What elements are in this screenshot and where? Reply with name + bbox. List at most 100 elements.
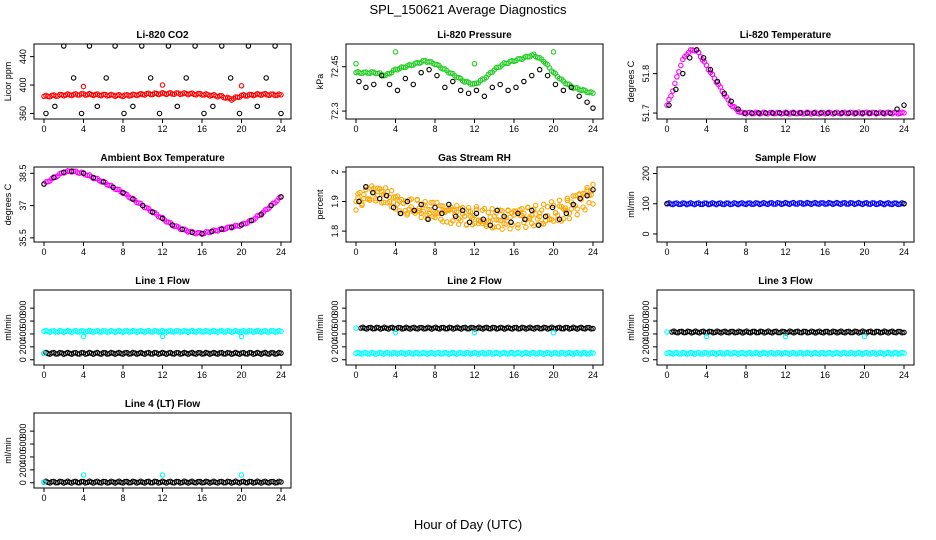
x-tick-label: 4 — [393, 370, 398, 380]
y-tick-label: 800 — [330, 301, 340, 316]
series-2 — [356, 66, 596, 111]
y-tick-label: 51.8 — [641, 65, 651, 83]
y-tick-label: 800 — [18, 424, 28, 439]
data-point — [564, 195, 571, 202]
data-point — [442, 84, 448, 91]
data-point — [560, 87, 567, 94]
x-tick-label: 0 — [353, 124, 358, 134]
y-tick-label: 0 — [641, 231, 651, 236]
data-point — [519, 205, 525, 212]
data-point — [901, 200, 907, 207]
data-point — [668, 93, 674, 99]
x-tick-label: 20 — [236, 247, 246, 257]
y-tick-label: 0 — [641, 357, 651, 362]
data-point — [100, 179, 107, 185]
y-tick-label: 38.5 — [18, 165, 28, 183]
data-point — [90, 174, 97, 181]
data-point — [481, 93, 488, 100]
data-point — [219, 226, 225, 232]
data-point — [674, 74, 680, 80]
data-point — [404, 212, 411, 218]
data-point — [570, 201, 576, 208]
data-point — [495, 64, 501, 70]
data-point — [80, 170, 87, 177]
data-point — [818, 110, 824, 116]
data-point — [673, 86, 679, 93]
data-point — [499, 208, 505, 214]
data-point — [388, 187, 395, 194]
panel-4: Ambient Box Temperature degrees C 0 4 8 12 16 2… — [3, 153, 292, 257]
x-tick-label: 8 — [432, 247, 437, 257]
data-point — [664, 329, 670, 335]
data-point — [901, 329, 907, 336]
x-tick-label: 16 — [197, 124, 207, 134]
data-point — [103, 75, 109, 81]
data-point — [590, 350, 596, 356]
data-point — [566, 215, 573, 222]
panel-1: Li-820 CO2 Licor ppm 0 4 8 12 16 20 24 360 400 440 — [3, 30, 292, 134]
data-point — [147, 75, 154, 81]
data-point — [363, 84, 369, 91]
x-tick-label: 8 — [120, 247, 125, 257]
y-tick-label: 200 — [641, 339, 651, 354]
panel-title: Line 4 (LT) Flow — [125, 399, 201, 410]
data-point — [590, 105, 596, 111]
panel-title: Line 3 Flow — [758, 276, 813, 287]
data-point — [845, 110, 852, 116]
data-point — [412, 210, 418, 216]
data-point — [861, 333, 868, 340]
data-point — [790, 110, 797, 116]
data-point — [471, 329, 478, 336]
x-tick-label: 16 — [509, 370, 519, 380]
data-point — [278, 350, 284, 356]
x-tick-label: 12 — [157, 247, 167, 257]
data-point — [446, 201, 452, 208]
x-tick-label: 12 — [780, 370, 790, 380]
data-point — [473, 87, 480, 94]
x-tick-label: 0 — [41, 247, 46, 257]
data-point — [497, 217, 503, 224]
x-tick-label: 24 — [276, 124, 286, 134]
data-point — [577, 195, 583, 202]
x-tick-label: 24 — [899, 124, 909, 134]
data-point — [452, 213, 459, 220]
data-point — [566, 210, 573, 216]
data-point — [169, 222, 176, 228]
data-point — [508, 219, 514, 226]
x-tick-label: 8 — [120, 124, 125, 134]
x-tick-label: 16 — [509, 247, 519, 257]
data-point — [901, 102, 907, 108]
x-tick-label: 24 — [276, 493, 286, 503]
data-point — [536, 66, 543, 73]
data-point — [41, 350, 47, 357]
data-point — [590, 186, 596, 193]
data-point — [582, 207, 588, 213]
data-point — [901, 350, 907, 356]
data-point — [394, 87, 401, 94]
y-tick-label: 200 — [641, 166, 651, 181]
plot-frame — [33, 166, 292, 243]
data-point — [228, 224, 235, 230]
data-point — [440, 203, 446, 209]
data-point — [503, 221, 509, 227]
data-point — [227, 75, 234, 81]
panel-title: Sample Flow — [755, 153, 816, 164]
data-point — [392, 49, 399, 55]
series-3 — [80, 82, 245, 90]
data-point — [130, 196, 136, 202]
data-point — [563, 210, 570, 217]
data-point — [811, 110, 817, 116]
series-2 — [43, 43, 284, 117]
data-point — [41, 181, 47, 187]
data-point — [529, 207, 535, 214]
x-tick-label: 12 — [157, 493, 167, 503]
y-tick-label: 600 — [641, 314, 651, 329]
data-point — [562, 207, 569, 214]
data-point — [209, 228, 215, 235]
data-point — [568, 206, 575, 212]
data-point — [672, 80, 678, 87]
data-point — [356, 198, 362, 205]
y-axis-label: Licor ppm — [3, 62, 13, 102]
data-point — [686, 55, 693, 61]
